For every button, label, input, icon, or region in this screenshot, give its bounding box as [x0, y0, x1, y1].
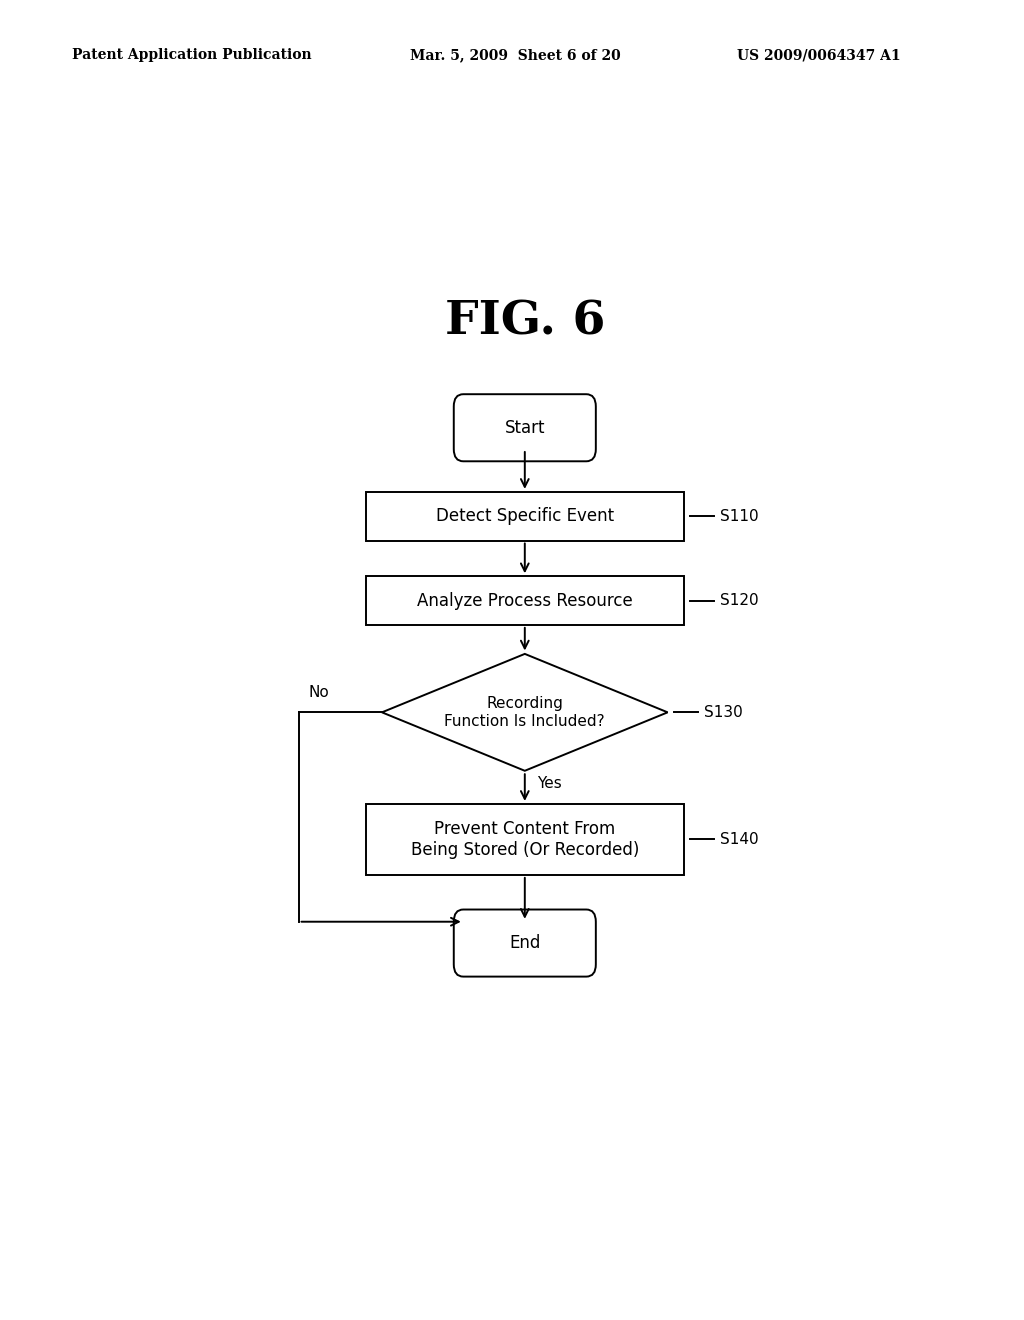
Text: No: No — [308, 685, 329, 700]
Text: Detect Specific Event: Detect Specific Event — [436, 507, 613, 525]
Bar — [367, 804, 684, 875]
Text: Yes: Yes — [537, 776, 561, 791]
Bar — [367, 576, 684, 624]
Text: Start: Start — [505, 418, 545, 437]
Text: US 2009/0064347 A1: US 2009/0064347 A1 — [737, 49, 901, 62]
FancyBboxPatch shape — [454, 395, 596, 461]
Text: Patent Application Publication: Patent Application Publication — [72, 49, 311, 62]
Text: S130: S130 — [705, 705, 742, 719]
Text: S110: S110 — [720, 508, 759, 524]
Text: Analyze Process Resource: Analyze Process Resource — [417, 591, 633, 610]
Text: S140: S140 — [720, 832, 759, 847]
Bar — [367, 492, 684, 541]
Text: Mar. 5, 2009  Sheet 6 of 20: Mar. 5, 2009 Sheet 6 of 20 — [410, 49, 621, 62]
Text: S120: S120 — [720, 593, 759, 609]
Text: FIG. 6: FIG. 6 — [444, 298, 605, 345]
FancyBboxPatch shape — [454, 909, 596, 977]
Text: End: End — [509, 935, 541, 952]
Text: Recording
Function Is Included?: Recording Function Is Included? — [444, 696, 605, 729]
Polygon shape — [382, 653, 668, 771]
Text: Prevent Content From
Being Stored (Or Recorded): Prevent Content From Being Stored (Or Re… — [411, 820, 639, 859]
